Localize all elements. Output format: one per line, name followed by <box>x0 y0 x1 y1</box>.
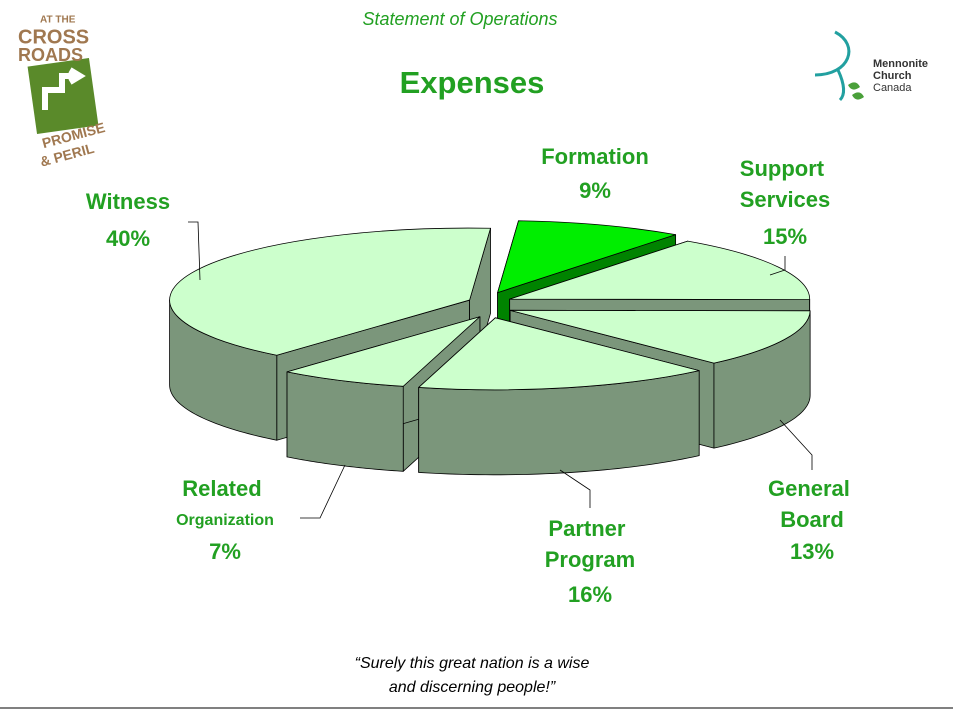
value-label: 9% <box>579 178 611 203</box>
category-label: Formation <box>541 144 649 169</box>
value-label: 13% <box>790 539 834 564</box>
logo-text: Canada <box>873 82 912 94</box>
logo-text: Mennonite <box>873 58 928 70</box>
pie <box>170 221 811 475</box>
category-label-line: Partner <box>548 516 631 541</box>
logo-text: AT THE <box>40 15 76 26</box>
slice-outer-wall <box>287 372 403 471</box>
quote: and discerning people!” <box>389 679 556 696</box>
category-label-line: General <box>768 476 856 501</box>
category-label-line: Witness <box>86 189 170 214</box>
logo-text: ROADS <box>18 45 83 65</box>
category-label-line: Formation <box>541 144 649 169</box>
value-label: 15% <box>763 224 807 249</box>
category-label-line: Organization <box>176 512 274 529</box>
category-label-line: Related <box>182 476 268 501</box>
category-label: Witness <box>86 189 170 214</box>
chart-title: Expenses <box>400 65 545 100</box>
value-label: 40% <box>106 226 150 251</box>
category-label-line: Board <box>780 507 844 532</box>
logo-text: Church <box>873 70 912 82</box>
category-label-line: Program <box>545 547 635 572</box>
category-label-line: Support <box>740 156 830 181</box>
value-label: 16% <box>568 582 612 607</box>
value-label: 7% <box>209 539 241 564</box>
header: Statement of Operations <box>362 9 557 29</box>
quote: “Surely this great nation is a wise <box>355 655 590 672</box>
category-label-line: Services <box>740 187 831 212</box>
